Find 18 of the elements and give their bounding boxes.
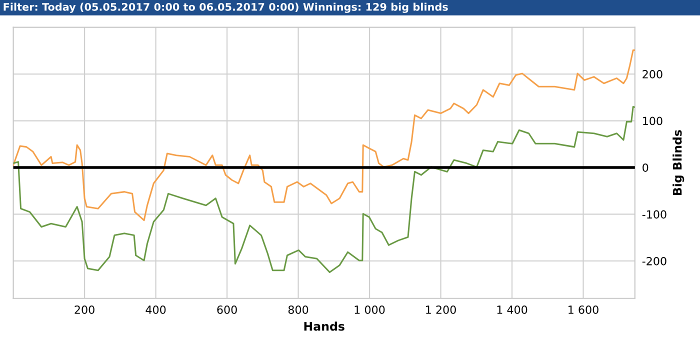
y-tick-label: 100 xyxy=(643,116,662,126)
y-tick-label: 0 xyxy=(642,163,648,172)
chart-title: Filter: Today (05.05.2017 0:00 to 06.05.2017 0:00) Winnings: 129 big blinds xyxy=(4,2,448,13)
y-tick-label: -100 xyxy=(642,210,666,219)
line-series xyxy=(13,106,635,273)
x-tick-label: 600 xyxy=(217,306,237,314)
y-axis-title: Big Blinds xyxy=(672,130,684,196)
line-series xyxy=(13,49,635,222)
x-tick-label: 800 xyxy=(288,306,308,314)
x-tick-label: 1 200 xyxy=(426,306,456,314)
x-axis-title: Hands xyxy=(304,322,344,331)
x-tick-label: 1 000 xyxy=(354,306,385,314)
x-tick-label: 200 xyxy=(74,306,94,314)
x-tick-label: 400 xyxy=(146,306,166,314)
y-tick-label: -200 xyxy=(642,256,666,266)
y-tick-label: 200 xyxy=(642,70,662,78)
x-tick-label: 1 600 xyxy=(568,306,598,314)
x-tick-label: 1 400 xyxy=(497,306,528,314)
